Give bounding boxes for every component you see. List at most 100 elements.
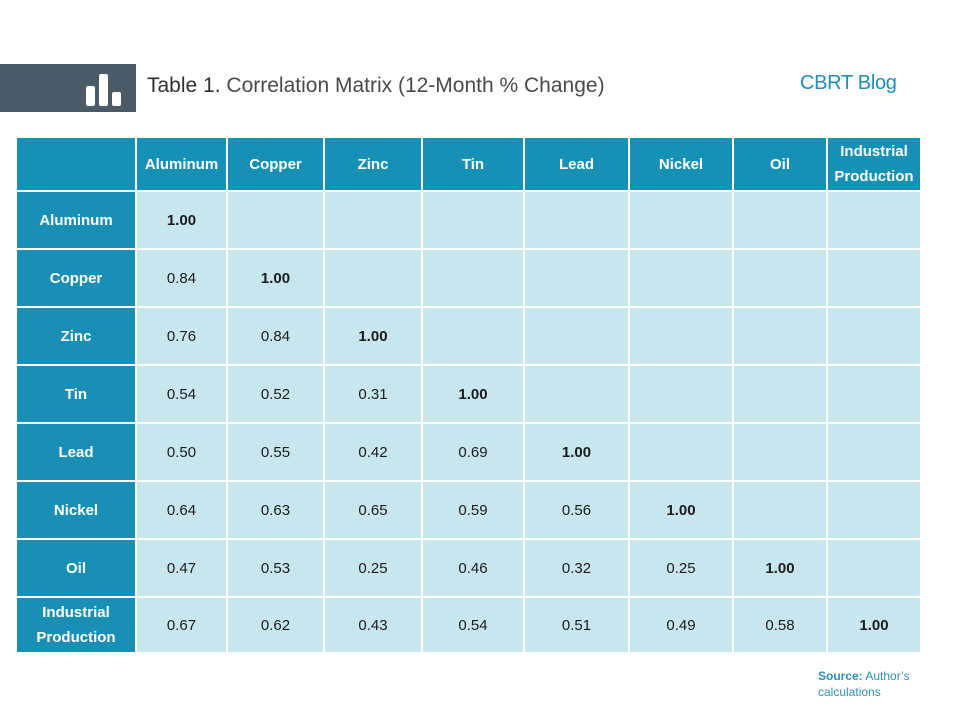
table-cell: 0.47 bbox=[135, 538, 228, 598]
table-cell: 0.51 bbox=[523, 596, 630, 654]
table-row: Tin 0.54 0.52 0.31 1.00 bbox=[15, 364, 922, 424]
corner-cell bbox=[15, 136, 137, 192]
page-title: Table 1. Correlation Matrix (12-Month % … bbox=[147, 74, 605, 98]
table-cell bbox=[523, 306, 630, 366]
column-header: Industrial Production bbox=[826, 136, 922, 192]
row-header: Industrial Production bbox=[15, 596, 137, 654]
column-header: Copper bbox=[226, 136, 325, 192]
table-cell bbox=[826, 364, 922, 424]
table-cell bbox=[732, 306, 828, 366]
table-cell: 0.84 bbox=[135, 248, 228, 308]
table-cell: 0.63 bbox=[226, 480, 325, 540]
source-label: Source: bbox=[818, 669, 863, 683]
table-cell bbox=[826, 422, 922, 482]
table-cell bbox=[732, 190, 828, 250]
source-text: Author’s calculations bbox=[818, 669, 910, 699]
row-header: Copper bbox=[15, 248, 137, 308]
table-cell bbox=[826, 248, 922, 308]
table-cell bbox=[421, 190, 525, 250]
table-cell bbox=[628, 306, 734, 366]
header-row: Aluminum Copper Zinc Tin Lead Nickel Oil… bbox=[15, 136, 922, 192]
table-cell: 0.62 bbox=[226, 596, 325, 654]
table-cell bbox=[732, 480, 828, 540]
table-row: Aluminum 1.00 bbox=[15, 190, 922, 250]
column-header: Lead bbox=[523, 136, 630, 192]
header-band bbox=[0, 64, 136, 112]
brand-logo-text: CBRT Blog bbox=[800, 72, 897, 94]
table-cell: 1.00 bbox=[732, 538, 828, 598]
title-text: Correlation Matrix (12-Month % Change) bbox=[226, 74, 605, 97]
row-header: Nickel bbox=[15, 480, 137, 540]
table-cell: 1.00 bbox=[628, 480, 734, 540]
table-cell: 0.31 bbox=[323, 364, 423, 424]
table-cell: 1.00 bbox=[226, 248, 325, 308]
column-header: Nickel bbox=[628, 136, 734, 192]
table-body: Aluminum 1.00 Copper 0.84 1.00 Zinc 0.76 0.84 1.… bbox=[15, 190, 922, 654]
source-note: Source: Author’s calculations bbox=[818, 668, 938, 700]
title-prefix: Table 1. bbox=[147, 74, 221, 97]
table-cell bbox=[421, 306, 525, 366]
table-cell: 0.65 bbox=[323, 480, 423, 540]
correlation-table: Aluminum Copper Zinc Tin Lead Nickel Oil… bbox=[15, 136, 922, 654]
table-cell: 1.00 bbox=[826, 596, 922, 654]
row-header: Lead bbox=[15, 422, 137, 482]
table-row: Industrial Production 0.67 0.62 0.43 0.54 0.5… bbox=[15, 596, 922, 654]
table-cell bbox=[323, 190, 423, 250]
table-cell bbox=[732, 422, 828, 482]
table-cell: 0.55 bbox=[226, 422, 325, 482]
table-cell: 0.67 bbox=[135, 596, 228, 654]
table-cell: 0.46 bbox=[421, 538, 525, 598]
table-cell: 1.00 bbox=[135, 190, 228, 250]
table-cell bbox=[628, 190, 734, 250]
table-row: Oil 0.47 0.53 0.25 0.46 0.32 0.25 1.00 bbox=[15, 538, 922, 598]
table-cell bbox=[523, 248, 630, 308]
table-cell bbox=[523, 190, 630, 250]
table-cell bbox=[628, 364, 734, 424]
row-header: Aluminum bbox=[15, 190, 137, 250]
table-row: Copper 0.84 1.00 bbox=[15, 248, 922, 308]
table-cell: 0.25 bbox=[323, 538, 423, 598]
table-cell bbox=[826, 538, 922, 598]
table-cell: 1.00 bbox=[523, 422, 630, 482]
column-header: Aluminum bbox=[135, 136, 228, 192]
table-cell bbox=[226, 190, 325, 250]
table-cell bbox=[323, 248, 423, 308]
table-cell: 0.32 bbox=[523, 538, 630, 598]
table-cell bbox=[826, 480, 922, 540]
table-row: Lead 0.50 0.55 0.42 0.69 1.00 bbox=[15, 422, 922, 482]
row-header: Tin bbox=[15, 364, 137, 424]
table-cell: 0.84 bbox=[226, 306, 325, 366]
table-cell: 0.58 bbox=[732, 596, 828, 654]
table-cell: 0.69 bbox=[421, 422, 525, 482]
table-cell: 0.64 bbox=[135, 480, 228, 540]
table-cell: 0.54 bbox=[421, 596, 525, 654]
table-cell: 1.00 bbox=[323, 306, 423, 366]
table-cell bbox=[421, 248, 525, 308]
table-cell: 0.49 bbox=[628, 596, 734, 654]
table-cell: 0.52 bbox=[226, 364, 325, 424]
table-cell: 1.00 bbox=[421, 364, 525, 424]
table-cell bbox=[732, 364, 828, 424]
table-cell: 0.43 bbox=[323, 596, 423, 654]
table-cell: 0.25 bbox=[628, 538, 734, 598]
table-cell: 0.56 bbox=[523, 480, 630, 540]
table-cell: 0.42 bbox=[323, 422, 423, 482]
row-header: Oil bbox=[15, 538, 137, 598]
table-cell: 0.53 bbox=[226, 538, 325, 598]
table-cell: 0.50 bbox=[135, 422, 228, 482]
table-row: Zinc 0.76 0.84 1.00 bbox=[15, 306, 922, 366]
table-cell bbox=[826, 190, 922, 250]
table-cell bbox=[628, 422, 734, 482]
table-cell: 0.76 bbox=[135, 306, 228, 366]
bar-chart-icon bbox=[86, 74, 121, 106]
table-row: Nickel 0.64 0.63 0.65 0.59 0.56 1.00 bbox=[15, 480, 922, 540]
row-header: Zinc bbox=[15, 306, 137, 366]
table-cell: 0.59 bbox=[421, 480, 525, 540]
table-cell bbox=[523, 364, 630, 424]
table-cell bbox=[732, 248, 828, 308]
table-cell bbox=[826, 306, 922, 366]
column-header: Tin bbox=[421, 136, 525, 192]
table-cell: 0.54 bbox=[135, 364, 228, 424]
column-header: Zinc bbox=[323, 136, 423, 192]
column-header: Oil bbox=[732, 136, 828, 192]
